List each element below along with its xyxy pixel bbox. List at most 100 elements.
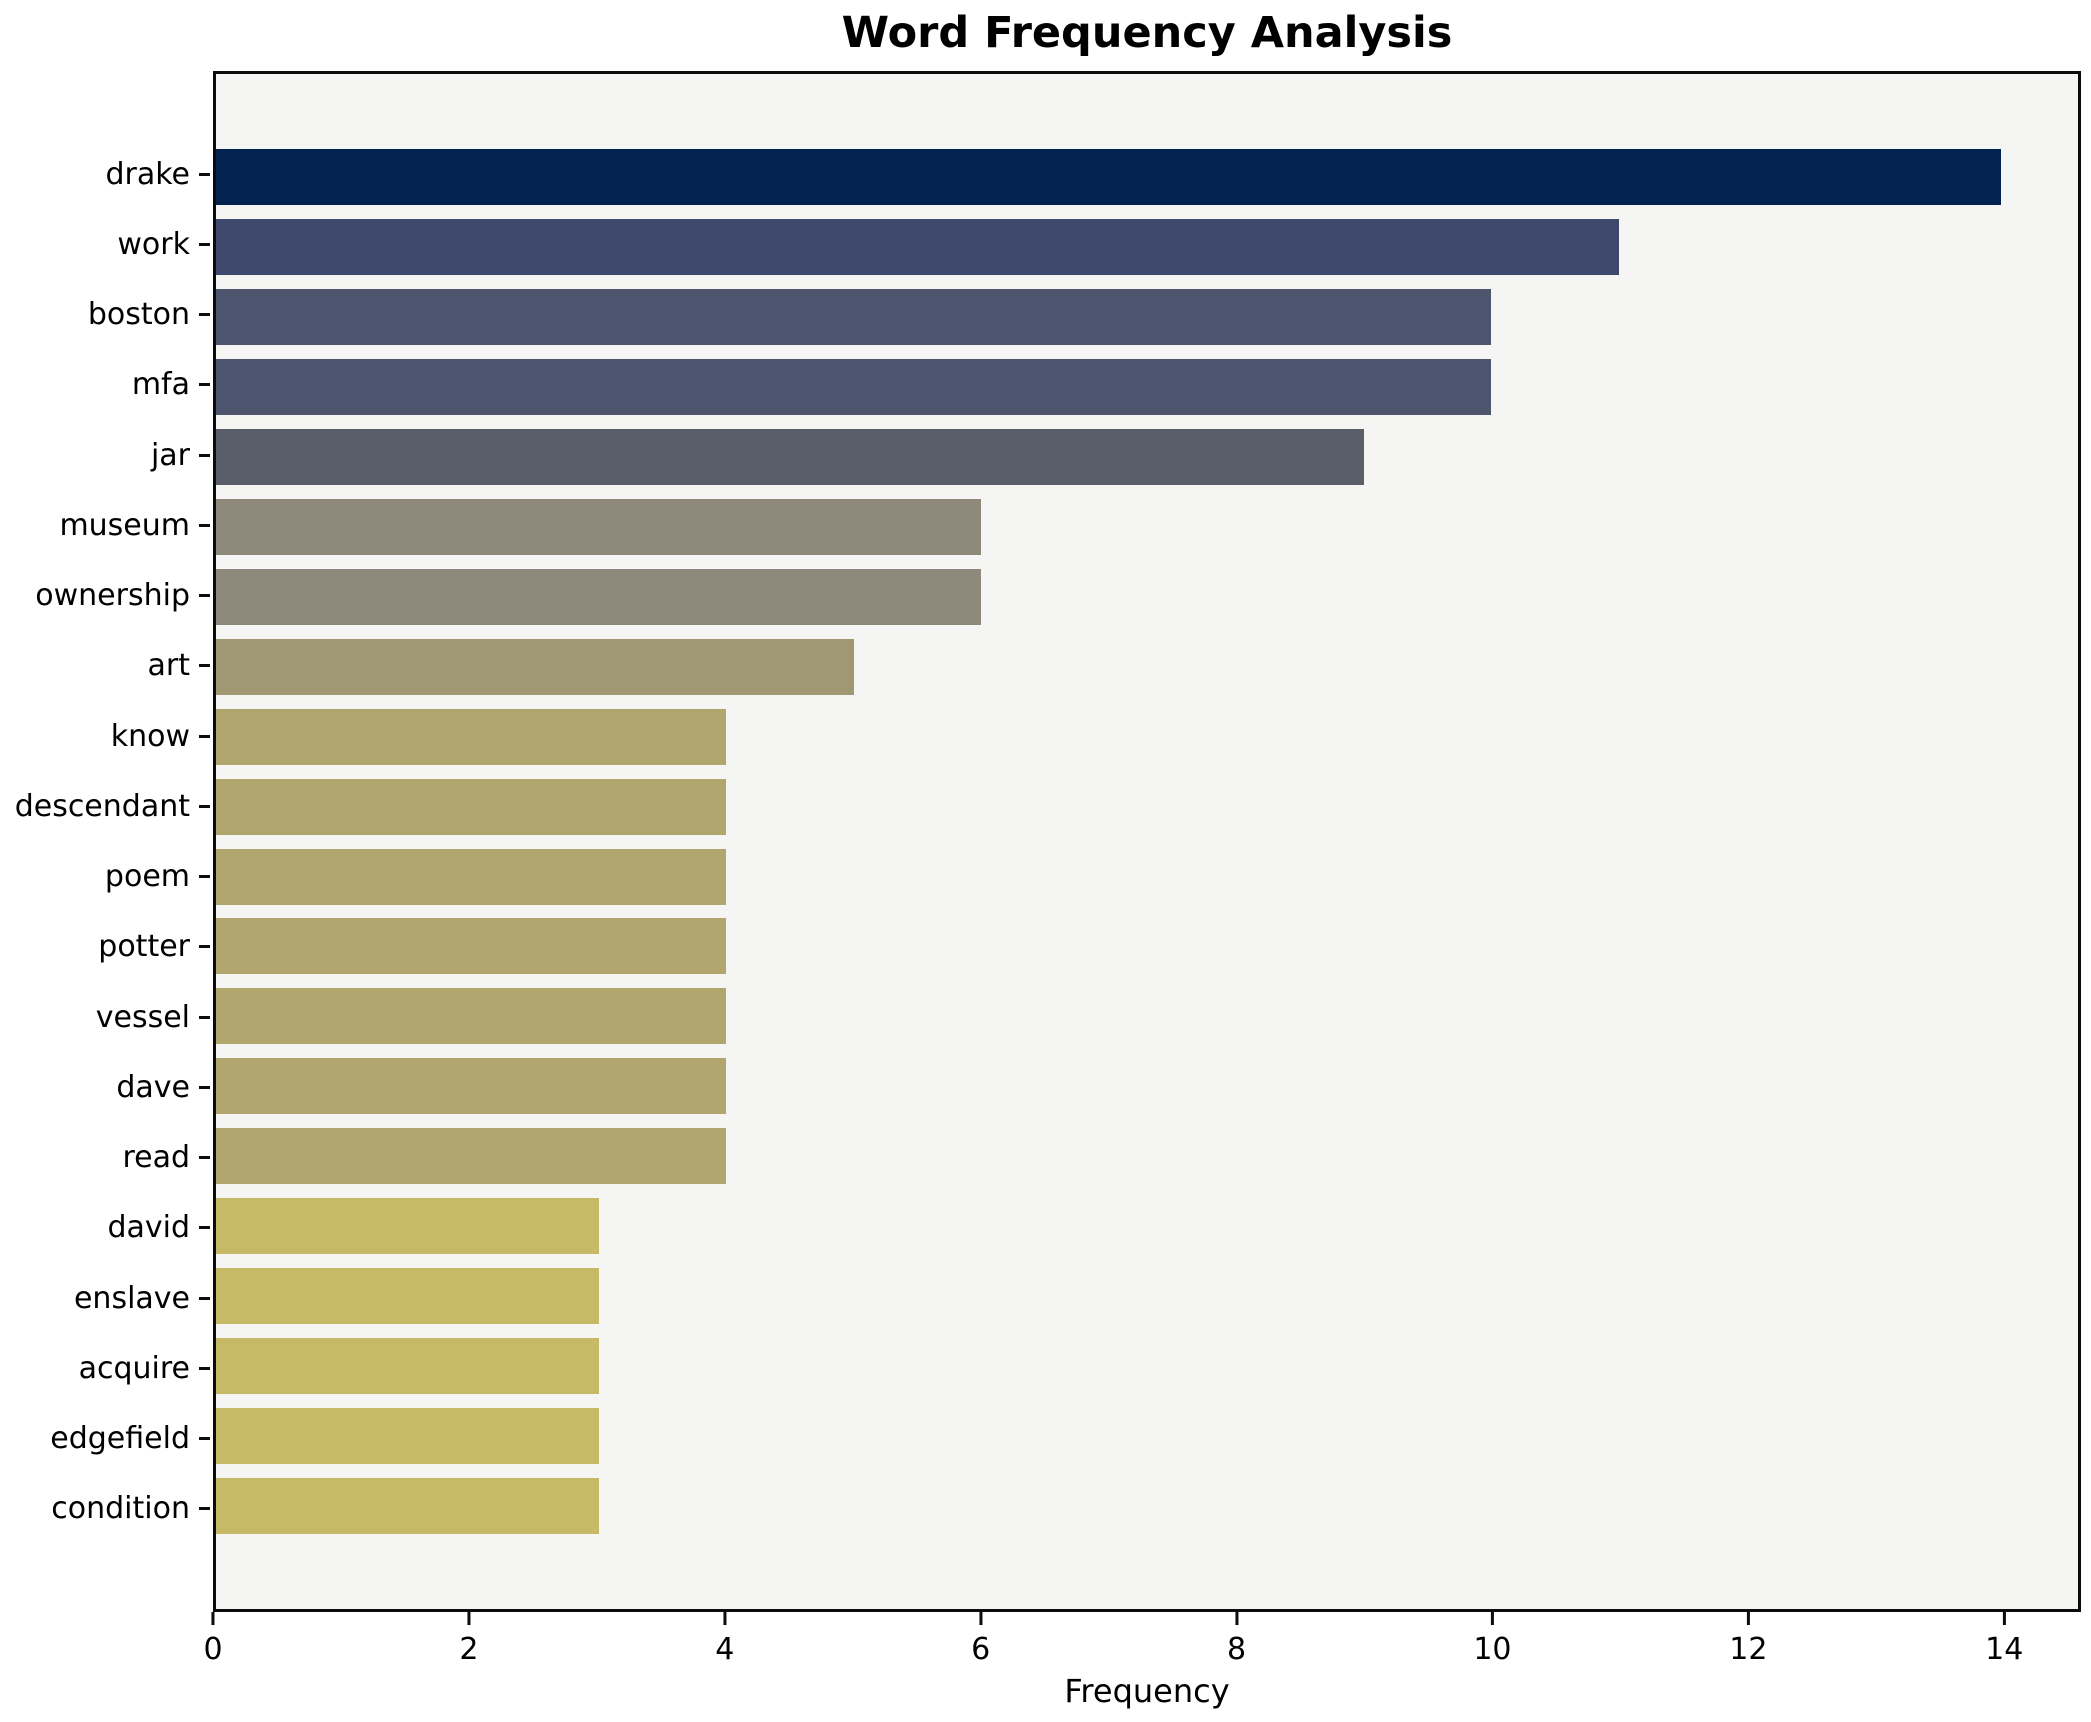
y-tick-label-mfa: mfa [131, 367, 190, 403]
x-tick-label: 14 [1985, 1632, 2024, 1667]
y-tick-label-poem: poem [104, 859, 190, 895]
y-tick-mark [199, 875, 210, 879]
bar-dave [216, 1058, 727, 1115]
y-tick-label-vessel: vessel [95, 999, 190, 1035]
bar-know [216, 708, 727, 765]
ylabel-row: condition [0, 1474, 210, 1544]
x-tick-6: 6 [971, 1612, 990, 1667]
y-tick-label-work: work [117, 226, 190, 262]
y-tick-label-potter: potter [98, 929, 190, 965]
ylabel-row: acquire [0, 1333, 210, 1403]
bar-work [216, 218, 1619, 275]
ylabel-row: poem [0, 842, 210, 912]
x-tick-mark [1235, 1612, 1239, 1625]
y-tick-mark [199, 523, 210, 527]
y-tick-mark [199, 1296, 210, 1300]
y-tick-mark [199, 383, 210, 387]
bar-row [216, 422, 2078, 492]
y-tick-mark [199, 945, 210, 949]
y-tick-mark [199, 172, 210, 176]
bar-row [216, 1471, 2078, 1541]
bars-container [216, 74, 2078, 1609]
y-tick-label-ownership: ownership [35, 578, 190, 614]
x-tick-mark [1746, 1612, 1750, 1625]
bar-read [216, 1128, 727, 1185]
bar-david [216, 1198, 599, 1255]
bar-art [216, 638, 854, 695]
y-axis-category-labels: drake work boston mfa jar museum ownership art k… [0, 71, 210, 1612]
ylabel-row: descendant [0, 771, 210, 841]
ylabel-row: work [0, 209, 210, 279]
ylabel-row: know [0, 701, 210, 771]
ylabel-row: dave [0, 1052, 210, 1122]
x-tick-8: 8 [1227, 1612, 1246, 1667]
plot-area [213, 71, 2081, 1612]
bar-descendant [216, 778, 727, 835]
bar-row [216, 1191, 2078, 1261]
y-tick-mark [199, 453, 210, 457]
bar-row [216, 1261, 2078, 1331]
bar-edgefield [216, 1408, 599, 1465]
bar-row [216, 562, 2078, 632]
y-tick-mark [199, 1507, 210, 1511]
chart-title: Word Frequency Analysis [841, 8, 1453, 58]
bar-row [216, 142, 2078, 212]
bar-row [216, 772, 2078, 842]
x-tick-mark [467, 1612, 471, 1625]
y-tick-label-know: know [110, 718, 190, 754]
bar-vessel [216, 988, 727, 1045]
y-tick-label-dave: dave [116, 1069, 190, 1105]
ylabel-row: mfa [0, 350, 210, 420]
bar-condition [216, 1478, 599, 1535]
bar-enslave [216, 1268, 599, 1325]
x-tick-label: 10 [1473, 1632, 1512, 1667]
ylabel-row: boston [0, 280, 210, 350]
bar-mfa [216, 358, 1492, 415]
x-tick-label: 6 [971, 1632, 991, 1667]
bar-acquire [216, 1338, 599, 1395]
bar-row [216, 1121, 2078, 1191]
y-tick-label-read: read [122, 1140, 190, 1176]
y-tick-mark [199, 313, 210, 317]
x-tick-mark [723, 1612, 727, 1625]
ylabel-row: enslave [0, 1263, 210, 1333]
x-tick-4: 4 [715, 1612, 734, 1667]
y-tick-label-condition: condition [51, 1491, 190, 1527]
y-tick-label-edgefield: edgefield [50, 1421, 190, 1457]
ylabel-row: david [0, 1193, 210, 1263]
ylabel-row: vessel [0, 982, 210, 1052]
y-tick-label-jar: jar [150, 437, 190, 473]
bar-drake [216, 148, 2002, 205]
x-tick-label: 8 [1227, 1632, 1247, 1667]
y-tick-mark [199, 1085, 210, 1089]
x-tick-2: 2 [459, 1612, 478, 1667]
bar-row [216, 352, 2078, 422]
x-tick-mark [979, 1612, 983, 1625]
bar-ownership [216, 568, 982, 625]
y-tick-label-art: art [147, 648, 190, 684]
bar-row [216, 212, 2078, 282]
y-tick-mark [199, 1366, 210, 1370]
bar-jar [216, 428, 1364, 485]
y-tick-label-enslave: enslave [73, 1280, 190, 1316]
bar-row [216, 1331, 2078, 1401]
bar-row [216, 842, 2078, 912]
x-tick-mark [1490, 1612, 1494, 1625]
bar-row [216, 282, 2078, 352]
bar-row [216, 492, 2078, 562]
bar-poem [216, 848, 727, 905]
x-tick-mark [2002, 1612, 2006, 1625]
ylabel-row: art [0, 631, 210, 701]
bar-row [216, 632, 2078, 702]
y-tick-label-descendant: descendant [14, 788, 190, 824]
y-tick-label-drake: drake [105, 156, 190, 192]
x-tick-10: 10 [1473, 1612, 1512, 1667]
y-tick-mark [199, 594, 210, 598]
ylabel-row: museum [0, 490, 210, 560]
y-tick-mark [199, 1156, 210, 1160]
x-axis-title: Frequency [1064, 1672, 1230, 1710]
ylabel-row: drake [0, 139, 210, 209]
x-tick-12: 12 [1729, 1612, 1767, 1667]
ylabel-row: potter [0, 912, 210, 982]
